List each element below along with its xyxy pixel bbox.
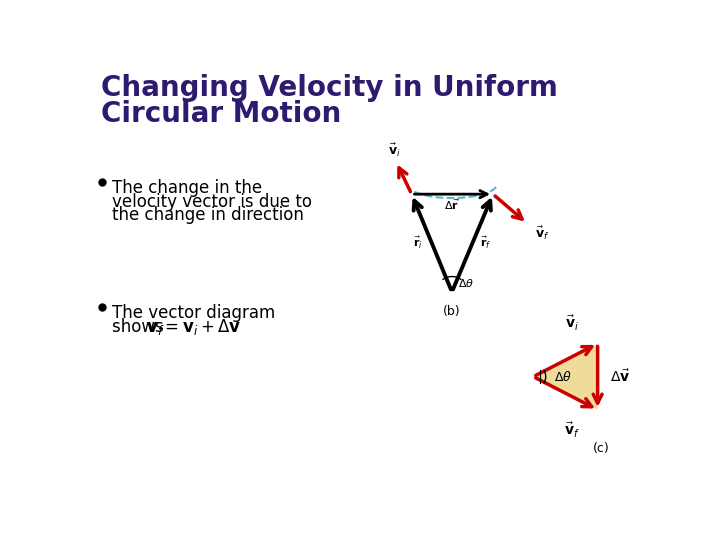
Text: The vector diagram: The vector diagram [112,304,275,322]
Text: $\vec{\mathbf{r}}_f$: $\vec{\mathbf{r}}_f$ [480,235,492,251]
Text: $\mathbf{v}_f = \mathbf{v}_i + \Delta\mathbf{v}$: $\mathbf{v}_f = \mathbf{v}_i + \Delta\ma… [145,318,241,338]
Text: $\vec{\mathbf{v}}_i$: $\vec{\mathbf{v}}_i$ [564,314,579,333]
Text: The change in the: The change in the [112,179,262,197]
Text: (b): (b) [443,305,461,318]
Text: velocity vector is due to: velocity vector is due to [112,193,312,211]
Text: $\Delta\vec{\mathbf{r}}$: $\Delta\vec{\mathbf{r}}$ [444,197,460,212]
Text: $\vec{\mathbf{v}}_f$: $\vec{\mathbf{v}}_f$ [535,225,549,242]
Text: Changing Velocity in Uniform: Changing Velocity in Uniform [101,74,558,102]
Text: $\vec{\mathbf{v}}_i$: $\vec{\mathbf{v}}_i$ [388,141,401,159]
Text: $\vec{\mathbf{v}}_f$: $\vec{\mathbf{v}}_f$ [564,421,580,440]
Text: $\Delta\vec{\mathbf{v}}$: $\Delta\vec{\mathbf{v}}$ [610,368,631,385]
Text: $\vec{\mathbf{r}}_i$: $\vec{\mathbf{r}}_i$ [413,235,423,251]
Text: Circular Motion: Circular Motion [101,100,341,128]
Polygon shape [534,343,598,410]
Text: $\Delta\theta$: $\Delta\theta$ [554,370,572,383]
Text: shows: shows [112,318,168,336]
Text: $\Delta\theta$: $\Delta\theta$ [458,276,474,289]
Text: the change in direction: the change in direction [112,206,304,225]
Text: (c): (c) [593,442,610,455]
